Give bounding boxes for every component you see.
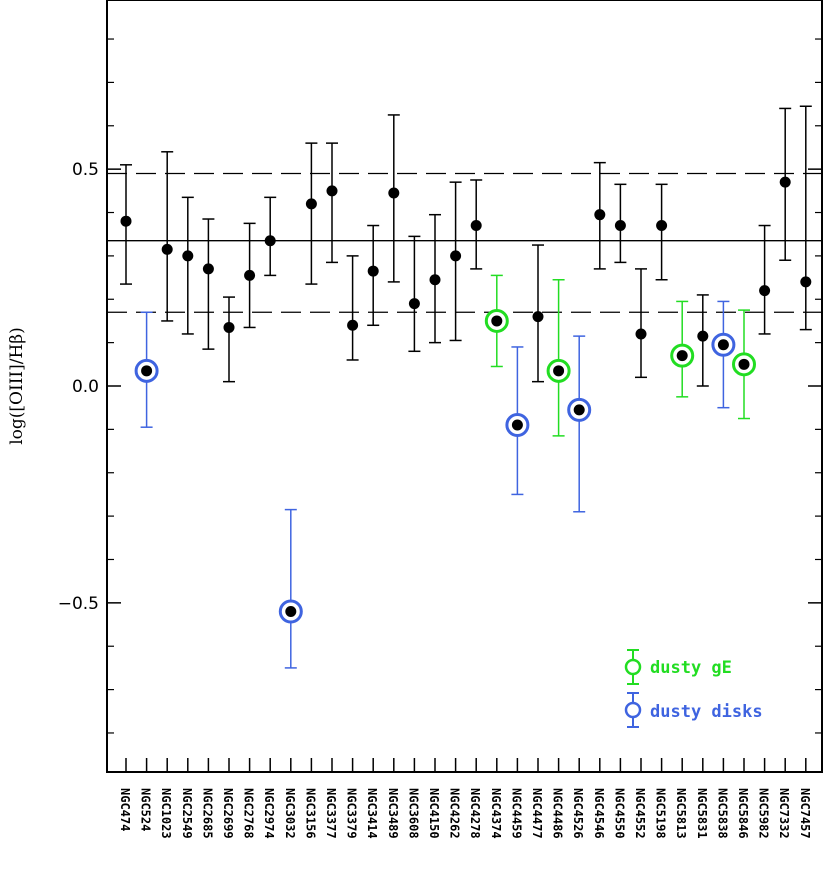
point-NGC5846 bbox=[738, 358, 750, 370]
category-label-NGC5813: NGC5813 bbox=[674, 788, 688, 839]
category-label-NGC4486: NGC4486 bbox=[551, 788, 565, 839]
point-NGC3414 bbox=[367, 265, 379, 277]
point-NGC2685 bbox=[202, 263, 214, 275]
point-NGC5838 bbox=[717, 339, 729, 351]
x-axis-ticks bbox=[125, 758, 807, 772]
category-label-NGC4459: NGC4459 bbox=[509, 788, 523, 839]
point-NGC4552 bbox=[635, 328, 647, 340]
legend-gE-label: dusty gE bbox=[650, 658, 732, 678]
point-NGC5198 bbox=[656, 220, 668, 232]
point-NGC4374 bbox=[491, 315, 503, 327]
point-NGC7457 bbox=[800, 276, 812, 288]
point-NGC2974 bbox=[264, 235, 276, 247]
category-label-NGC474: NGC474 bbox=[118, 788, 132, 831]
legend-gE-marker bbox=[624, 658, 642, 676]
point-NGC5831 bbox=[697, 330, 709, 342]
point-NGC4278 bbox=[470, 220, 482, 232]
category-label-NGC3379: NGC3379 bbox=[345, 788, 359, 839]
point-NGC5982 bbox=[759, 285, 771, 297]
category-label-NGC3608: NGC3608 bbox=[406, 788, 420, 839]
category-label-NGC5846: NGC5846 bbox=[736, 788, 750, 839]
category-label-NGC5982: NGC5982 bbox=[757, 788, 771, 839]
category-label-NGC2768: NGC2768 bbox=[242, 788, 256, 839]
y-tick-label: −0.5 bbox=[58, 594, 99, 614]
y-tick-label: 0.5 bbox=[72, 160, 99, 180]
category-label-NGC4262: NGC4262 bbox=[448, 788, 462, 839]
point-NGC3379 bbox=[347, 319, 359, 331]
point-NGC4486 bbox=[553, 365, 565, 377]
category-label-NGC3156: NGC3156 bbox=[303, 788, 317, 839]
category-label-NGC7457: NGC7457 bbox=[798, 788, 812, 839]
legend: dusty gE dusty disks bbox=[624, 649, 763, 728]
category-label-NGC4526: NGC4526 bbox=[571, 788, 585, 839]
category-label-NGC1023: NGC1023 bbox=[159, 788, 173, 839]
point-NGC1023 bbox=[161, 243, 173, 255]
category-label-NGC4477: NGC4477 bbox=[530, 788, 544, 839]
point-NGC3377 bbox=[326, 185, 338, 197]
category-label-NGC3489: NGC3489 bbox=[386, 788, 400, 839]
point-NGC4262 bbox=[450, 250, 462, 262]
category-label-NGC3377: NGC3377 bbox=[324, 788, 338, 839]
category-label-NGC3032: NGC3032 bbox=[283, 788, 297, 839]
category-label-NGC524: NGC524 bbox=[139, 788, 153, 831]
category-label-NGC2699: NGC2699 bbox=[221, 788, 235, 839]
legend-disks-label: dusty disks bbox=[650, 702, 763, 722]
category-label-NGC4278: NGC4278 bbox=[468, 788, 482, 839]
point-NGC3489 bbox=[388, 187, 400, 199]
point-NGC474 bbox=[120, 215, 132, 227]
category-label-NGC2974: NGC2974 bbox=[262, 788, 276, 839]
category-label-NGC5198: NGC5198 bbox=[654, 788, 668, 839]
point-NGC7332 bbox=[779, 176, 791, 188]
point-NGC5813 bbox=[676, 350, 688, 362]
category-label-NGC5838: NGC5838 bbox=[715, 788, 729, 839]
category-labels: NGC474 NGC524 NGC1023 NGC2549 NGC2685 NGC2699… bbox=[118, 788, 812, 839]
category-label-NGC3414: NGC3414 bbox=[365, 788, 379, 839]
point-NGC524 bbox=[141, 365, 153, 377]
legend-disks-marker bbox=[624, 701, 642, 719]
point-NGC2549 bbox=[182, 250, 194, 262]
point-NGC3156 bbox=[305, 198, 317, 210]
point-NGC4150 bbox=[429, 274, 441, 286]
category-label-NGC4550: NGC4550 bbox=[612, 788, 626, 839]
data-points bbox=[120, 176, 812, 624]
y-axis-label: log([OIII]/Hβ) bbox=[7, 327, 27, 445]
y-tick-label: 0.0 bbox=[72, 377, 99, 397]
point-NGC4459 bbox=[511, 419, 523, 431]
category-label-NGC2549: NGC2549 bbox=[180, 788, 194, 839]
category-label-NGC7332: NGC7332 bbox=[777, 788, 791, 839]
point-NGC4550 bbox=[614, 220, 626, 232]
category-label-NGC5831: NGC5831 bbox=[695, 788, 709, 839]
point-NGC2699 bbox=[223, 321, 235, 333]
plot-frame bbox=[106, 0, 823, 773]
category-label-NGC4150: NGC4150 bbox=[427, 788, 441, 839]
category-label-NGC2685: NGC2685 bbox=[200, 788, 214, 839]
category-label-NGC4546: NGC4546 bbox=[592, 788, 606, 839]
category-label-NGC4374: NGC4374 bbox=[489, 788, 503, 839]
reference-lines bbox=[107, 172, 822, 313]
point-NGC4526 bbox=[573, 404, 585, 416]
point-NGC3608 bbox=[408, 298, 420, 310]
point-NGC2768 bbox=[244, 269, 256, 281]
error-bars bbox=[120, 105, 812, 669]
point-NGC4546 bbox=[594, 209, 606, 221]
category-label-NGC4552: NGC4552 bbox=[633, 788, 647, 839]
point-NGC3032 bbox=[285, 606, 297, 618]
y-axis-ticks: −0.5 0.0 0.5 bbox=[58, 38, 822, 734]
point-NGC4477 bbox=[532, 311, 544, 323]
